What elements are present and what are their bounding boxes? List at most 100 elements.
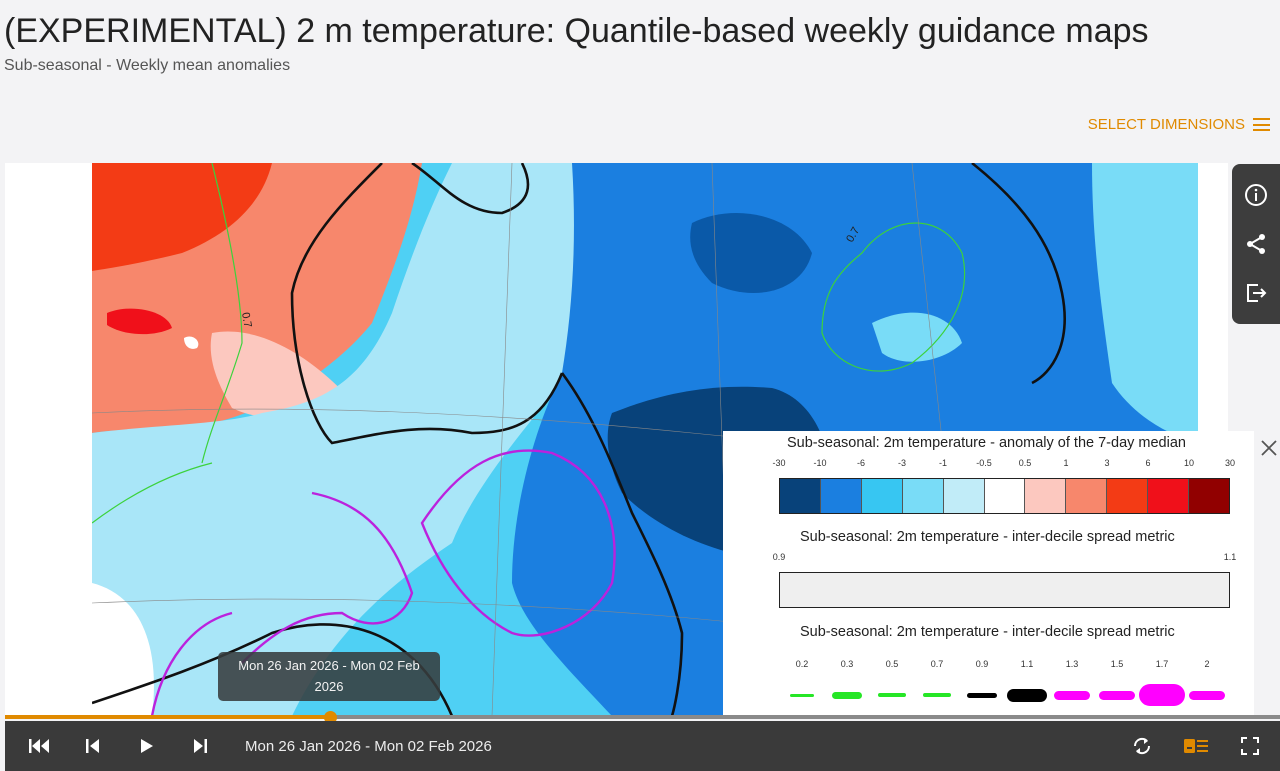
date-tooltip: Mon 26 Jan 2026 - Mon 02 Feb 2026: [218, 652, 440, 701]
anomaly-tick-label: -3: [897, 458, 906, 468]
spread-line-key: [790, 693, 814, 697]
spread-line-key: [832, 691, 862, 699]
contour-line: [420, 449, 616, 637]
previous-frame-button[interactable]: [78, 731, 108, 761]
side-toolbar: [1232, 164, 1280, 324]
spread-line-key: [1007, 688, 1047, 702]
anomaly-colorbar: [779, 478, 1230, 514]
white-patch: [184, 336, 199, 349]
export-button[interactable]: [1241, 278, 1271, 308]
anomaly-tick-label: 0.5: [1018, 458, 1032, 468]
info-button[interactable]: [1241, 180, 1271, 210]
colorbar-segment: [1025, 479, 1067, 513]
tooltip-line-2: 2026: [314, 679, 344, 694]
skip-to-start-icon: [29, 739, 49, 753]
page-title: (EXPERIMENTAL) 2 m temperature: Quantile…: [4, 12, 1149, 50]
close-legend-button[interactable]: [1258, 437, 1280, 459]
strong-warm-region: [92, 163, 272, 271]
anomaly-tick-label: -1: [938, 458, 947, 468]
spread-line-key: [1189, 690, 1225, 700]
current-date-label: Mon 26 Jan 2026 - Mon 02 Feb 2026: [245, 738, 492, 755]
spread-line-tick-label: 0.7: [930, 659, 944, 669]
first-frame-button[interactable]: [25, 731, 55, 761]
dark-blue-north: [690, 213, 812, 293]
spread-line-tick-label: 1.5: [1110, 659, 1124, 669]
play-icon: [141, 739, 153, 753]
timeline-handle[interactable]: [324, 711, 338, 724]
loop-button[interactable]: [1127, 731, 1157, 761]
anomaly-legend-title: Sub-seasonal: 2m temperature - anomaly o…: [787, 435, 1186, 451]
spread-colorbar: [779, 572, 1230, 608]
spread-line-tick-label: 0.9: [975, 659, 989, 669]
fullscreen-button[interactable]: [1235, 731, 1265, 761]
anomaly-tick-label: 3: [1104, 458, 1110, 468]
info-icon: [1245, 183, 1267, 206]
spread-lines-legend-title: Sub-seasonal: 2m temperature - inter-dec…: [800, 624, 1175, 640]
contour-line: [821, 222, 966, 372]
anomaly-tick-label: 6: [1145, 458, 1151, 468]
spread-line-tick-label: 2: [1204, 659, 1210, 669]
spread-line-tick-label: 1.7: [1155, 659, 1169, 669]
anomaly-tick-label: 30: [1224, 458, 1235, 468]
select-dimensions-button[interactable]: SELECT DIMENSIONS: [1088, 116, 1270, 133]
fullscreen-icon: [1241, 737, 1259, 755]
colorbar-segment: [984, 479, 1026, 513]
spread-line-key: [1099, 690, 1135, 700]
spread-line-tick-label: 1.1: [1020, 659, 1034, 669]
anomaly-tick-label: -6: [856, 458, 865, 468]
colorbar-segment: [1189, 479, 1229, 513]
spread-line-tick-label: 1.3: [1065, 659, 1079, 669]
select-dimensions-label: SELECT DIMENSIONS: [1087, 116, 1245, 133]
legend-toggle-button[interactable]: [1181, 731, 1211, 761]
contour-line: [241, 491, 414, 664]
spread-line-key: [878, 693, 906, 697]
contour-label: 0.7: [239, 311, 253, 328]
colorbar-segment: [820, 479, 862, 513]
next-icon: [194, 739, 207, 753]
map-legend: Sub-seasonal: 2m temperature - anomaly o…: [723, 431, 1254, 716]
timeline-progress: [5, 715, 331, 719]
share-button[interactable]: [1241, 229, 1271, 259]
next-frame-button[interactable]: [185, 731, 215, 761]
playback-controls: Mon 26 Jan 2026 - Mon 02 Feb 2026: [5, 721, 1280, 771]
page-subtitle: Sub-seasonal - Weekly mean anomalies: [4, 57, 291, 74]
close-icon: [1261, 440, 1277, 456]
anomaly-tick-label: 10: [1183, 458, 1194, 468]
colorbar-segment: [1107, 479, 1149, 513]
play-button[interactable]: [132, 731, 162, 761]
anomaly-tick-label: 1: [1063, 458, 1069, 468]
colorbar-segment: [902, 479, 944, 513]
colorbar-segment: [861, 479, 903, 513]
spread-line-tick-label: 0.5: [885, 659, 899, 669]
spread-line-key: [923, 693, 951, 697]
share-icon: [1247, 233, 1265, 254]
loop-icon: [1133, 737, 1151, 755]
tooltip-line-1: Mon 26 Jan 2026 - Mon 02 Feb: [238, 658, 420, 673]
spread-line-tick-label: 0.2: [795, 659, 809, 669]
anomaly-tick-label: -30: [772, 458, 786, 468]
white-atlantic: [92, 583, 154, 716]
contour-line: [560, 372, 684, 716]
contour-line: [290, 163, 564, 445]
spread-min-label: 0.9: [772, 552, 786, 562]
colorbar-segment: [1148, 479, 1190, 513]
colorbar-segment: [780, 479, 821, 513]
spread-line-tick-label: 0.3: [840, 659, 854, 669]
colorbar-segment: [1066, 479, 1108, 513]
iceland-red: [107, 308, 172, 335]
anomaly-tick-label: -0.5: [976, 458, 992, 468]
spread-max-label: 1.1: [1223, 552, 1237, 562]
legend-icon: [1184, 739, 1208, 753]
anomaly-tick-label: -10: [813, 458, 827, 468]
contour-line: [411, 163, 530, 215]
timeline-slider[interactable]: [5, 713, 1280, 721]
colorbar-segment: [943, 479, 985, 513]
light-blue-patch: [872, 312, 962, 362]
contour-line: [92, 462, 213, 524]
contour-line: [971, 163, 1066, 385]
contour-line: [201, 163, 243, 464]
light-blue-east: [1092, 163, 1198, 443]
contour-line: [150, 611, 233, 716]
spread-line-key: [1139, 684, 1185, 706]
spread-legend-title: Sub-seasonal: 2m temperature - inter-dec…: [800, 529, 1175, 545]
